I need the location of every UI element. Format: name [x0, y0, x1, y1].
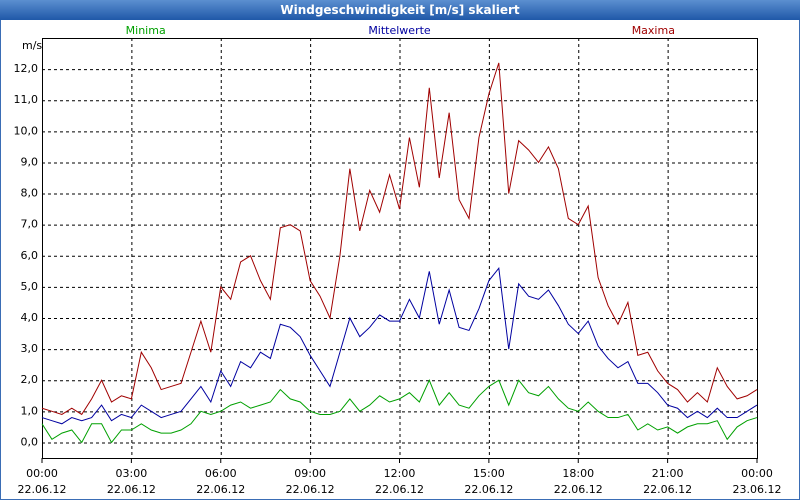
- x-tick-sublabel: 22.06.12: [643, 483, 692, 496]
- x-tick-label: 03:00: [116, 467, 148, 480]
- y-tick-label: 12,0: [14, 62, 39, 75]
- x-tick-sublabel: 23.06.12: [733, 483, 782, 496]
- y-tick-label: 3,0: [21, 342, 39, 355]
- y-tick-label: 6,0: [21, 249, 39, 262]
- y-tick-label: 8,0: [21, 187, 39, 200]
- x-tick-sublabel: 22.06.12: [196, 483, 245, 496]
- title-bar: [0, 0, 800, 20]
- legend-entry: Minima: [126, 24, 166, 37]
- series-line: [41, 266, 758, 425]
- plot-border: [42, 38, 758, 459]
- x-tick-label: 00:00: [26, 467, 58, 480]
- x-tick-label: 06:00: [205, 467, 237, 480]
- x-tick-sublabel: 22.06.12: [107, 483, 156, 496]
- y-tick-label: 1,0: [21, 404, 39, 417]
- x-tick-label: 21:00: [652, 467, 684, 480]
- x-tick-sublabel: 22.06.12: [375, 483, 424, 496]
- y-tick-label: 4,0: [21, 311, 39, 324]
- x-tick-sublabel: 22.06.12: [464, 483, 513, 496]
- y-tick-label: 11,0: [14, 93, 39, 106]
- x-tick-label: 18:00: [562, 467, 594, 480]
- legend-entry: Maxima: [632, 24, 675, 37]
- series-line: [41, 62, 758, 416]
- x-tick-label: 15:00: [473, 467, 505, 480]
- series-line: [41, 378, 758, 444]
- y-tick-label: 10,0: [14, 124, 39, 137]
- y-tick-label: 0,0: [21, 435, 39, 448]
- x-tick-sublabel: 22.06.12: [554, 483, 603, 496]
- y-tick-label: 2,0: [21, 373, 39, 386]
- x-tick-sublabel: 22.06.12: [286, 483, 335, 496]
- x-tick-label: 09:00: [294, 467, 326, 480]
- y-tick-label: 5,0: [21, 280, 39, 293]
- x-tick-label: 00:00: [741, 467, 773, 480]
- y-tick-label: 7,0: [21, 218, 39, 231]
- x-tick-sublabel: 22.06.12: [18, 483, 67, 496]
- chart-title: Windgeschwindigkeit [m/s] skaliert: [280, 3, 520, 17]
- y-tick-label: 9,0: [21, 155, 39, 168]
- legend-entry: Mittelwerte: [368, 24, 431, 37]
- x-tick-label: 12:00: [384, 467, 416, 480]
- y-axis-label: m/s: [22, 39, 42, 52]
